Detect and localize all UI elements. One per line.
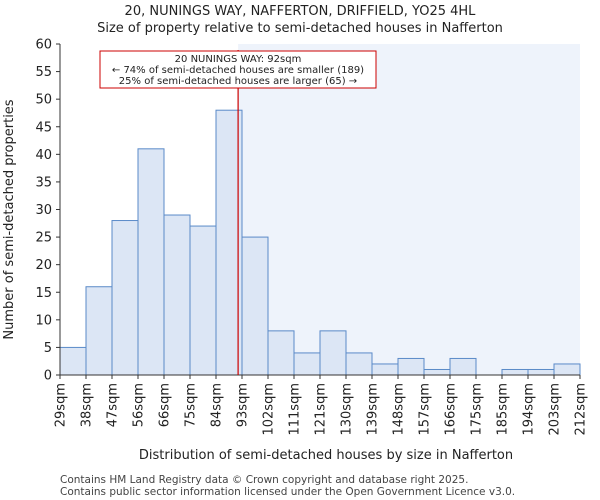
annotation-line-1: 20 NUNINGS WAY: 92sqm <box>175 54 302 65</box>
x-tick-label-93sqm: 93sqm <box>236 383 251 427</box>
bar-157sqm <box>423 368 451 376</box>
x-tick-label-148sqm: 148sqm <box>392 383 407 436</box>
bar-66sqm <box>163 214 191 376</box>
x-tick-label-84sqm: 84sqm <box>210 383 225 427</box>
histogram-chart: 0 5 10 15 20 25 30 35 40 45 50 55 60 29sqm 38sqm 47sqm 5… <box>2 38 589 464</box>
bar-47sqm <box>111 220 139 376</box>
bar-56sqm <box>137 148 165 376</box>
footer-line-2: Contains public sector information licen… <box>60 486 516 498</box>
bar-139sqm <box>371 363 399 376</box>
y-tick-label-5: 5 <box>44 341 52 356</box>
annotation-box <box>99 50 377 89</box>
chart-subtitle: Size of property relative to semi-detach… <box>97 21 503 36</box>
x-tick-label-47sqm: 47sqm <box>106 383 121 427</box>
y-tick-label-60: 60 <box>35 38 52 53</box>
x-tick-label-203sqm: 203sqm <box>548 383 563 436</box>
bar-203sqm <box>553 363 581 376</box>
x-tick-label-166sqm: 166sqm <box>444 383 459 436</box>
bar-185sqm <box>501 368 529 376</box>
y-tick-label-55: 55 <box>35 65 52 80</box>
y-tick-label-25: 25 <box>35 231 52 246</box>
y-tick-label-15: 15 <box>35 286 52 301</box>
x-tick-label-75sqm: 75sqm <box>184 383 199 427</box>
x-tick-label-56sqm: 56sqm <box>132 383 147 427</box>
x-tick-label-130sqm: 130sqm <box>340 383 355 436</box>
highlight-region <box>238 44 580 375</box>
y-axis-label: Number of semi-detached properties <box>2 99 17 339</box>
x-tick-label-66sqm: 66sqm <box>158 383 173 427</box>
annotation-line-2: ← 74% of semi-detached houses are smalle… <box>112 65 364 76</box>
y-tick-label-35: 35 <box>35 175 52 190</box>
footer: Contains HM Land Registry data © Crown c… <box>60 474 515 498</box>
bar-111sqm <box>293 352 321 376</box>
y-tick-label-0: 0 <box>44 369 52 384</box>
chart-title: 20, NUNINGS WAY, NAFFERTON, DRIFFIELD, Y… <box>124 4 476 19</box>
bar-148sqm <box>397 357 425 376</box>
bar-194sqm <box>527 368 555 376</box>
bar-29sqm <box>59 346 87 376</box>
bar-121sqm <box>319 330 347 376</box>
x-tick-label-212sqm: 212sqm <box>574 383 589 436</box>
annotation-line-3: 25% of semi-detached houses are larger (… <box>119 76 357 87</box>
bar-102sqm <box>267 330 295 376</box>
bar-75sqm <box>189 225 217 376</box>
y-tick-label-30: 30 <box>35 203 52 218</box>
bar-130sqm <box>345 352 373 376</box>
bar-166sqm <box>449 357 477 376</box>
x-tick-label-121sqm: 121sqm <box>314 383 329 436</box>
y-tick-label-45: 45 <box>35 120 52 135</box>
x-tick-label-175sqm: 175sqm <box>470 383 485 436</box>
bar-38sqm <box>85 286 113 376</box>
x-tick-label-157sqm: 157sqm <box>418 383 433 436</box>
footer-line-1: Contains HM Land Registry data © Crown c… <box>60 474 469 486</box>
y-tick-label-40: 40 <box>35 148 52 163</box>
x-axis-label: Distribution of semi-detached houses by … <box>139 448 513 463</box>
x-tick-label-185sqm: 185sqm <box>496 383 511 436</box>
y-tick-label-20: 20 <box>35 258 52 273</box>
y-tick-label-50: 50 <box>35 93 52 108</box>
y-tick-label-10: 10 <box>35 313 52 328</box>
x-tick-label-29sqm: 29sqm <box>54 383 69 427</box>
bar-93sqm <box>241 236 269 376</box>
x-tick-label-102sqm: 102sqm <box>262 383 277 436</box>
x-tick-label-111sqm: 111sqm <box>288 383 303 436</box>
x-tick-label-139sqm: 139sqm <box>366 383 381 436</box>
x-tick-label-38sqm: 38sqm <box>80 383 95 427</box>
x-tick-label-194sqm: 194sqm <box>522 383 537 436</box>
